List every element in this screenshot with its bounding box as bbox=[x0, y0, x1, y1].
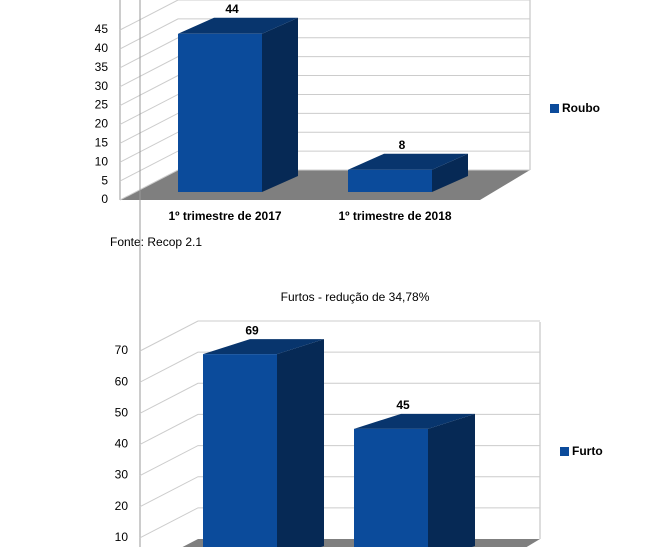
bar-side bbox=[277, 339, 324, 547]
legend-label: Roubo bbox=[562, 101, 600, 115]
bar-top bbox=[348, 153, 468, 170]
x-tick-label: 1º trimestre de 2017 bbox=[168, 209, 281, 223]
grid-line bbox=[139, 476, 540, 508]
grid-line bbox=[139, 320, 540, 352]
value-label: 8 bbox=[399, 138, 406, 152]
y-tick-label: 30 bbox=[115, 468, 129, 482]
bar bbox=[203, 354, 277, 547]
grid-line bbox=[139, 445, 540, 477]
y-tick-label: 45 bbox=[95, 22, 109, 36]
y-tick-label: 15 bbox=[95, 136, 109, 150]
bar-top bbox=[354, 413, 475, 429]
bar bbox=[354, 428, 428, 547]
bar-top bbox=[203, 339, 324, 355]
grid-line bbox=[119, 18, 530, 50]
y-tick-label: 40 bbox=[115, 437, 129, 451]
bar-top bbox=[178, 17, 298, 34]
bar-side bbox=[432, 153, 468, 192]
grid-line bbox=[139, 351, 540, 383]
y-tick-label: 70 bbox=[115, 343, 129, 357]
legend-label: Furto bbox=[572, 444, 603, 458]
value-label: 44 bbox=[225, 2, 239, 16]
bar bbox=[178, 33, 262, 193]
y-tick-label: 35 bbox=[95, 60, 109, 74]
chart-title: Furtos - redução de 34,78% bbox=[281, 290, 430, 304]
y-tick-label: 10 bbox=[95, 154, 109, 168]
y-tick-label: 10 bbox=[115, 530, 129, 544]
y-tick-label: 20 bbox=[115, 499, 129, 513]
source-note: Fonte: Recop 2.1 bbox=[110, 235, 202, 249]
value-label: 69 bbox=[245, 323, 259, 337]
y-tick-label: 60 bbox=[115, 374, 129, 388]
y-tick-label: 30 bbox=[95, 79, 109, 93]
grid-line bbox=[139, 507, 540, 539]
grid-line bbox=[139, 382, 540, 414]
value-label: 45 bbox=[396, 398, 410, 412]
y-tick-label: 5 bbox=[101, 173, 108, 187]
floor bbox=[182, 539, 540, 547]
grid-line bbox=[119, 0, 530, 31]
bar-side bbox=[262, 17, 298, 193]
y-tick-label: 20 bbox=[95, 117, 109, 131]
x-tick-label: 1º trimestre de 2018 bbox=[338, 209, 451, 223]
y-tick-label: 25 bbox=[95, 98, 109, 112]
y-tick-label: 50 bbox=[115, 405, 129, 419]
bar bbox=[348, 169, 432, 192]
bar-side bbox=[428, 413, 475, 547]
grid-line bbox=[139, 413, 540, 445]
y-tick-label: 40 bbox=[95, 41, 109, 55]
legend-swatch bbox=[560, 447, 569, 456]
y-tick-label: 0 bbox=[101, 192, 108, 206]
legend-swatch bbox=[550, 104, 559, 113]
